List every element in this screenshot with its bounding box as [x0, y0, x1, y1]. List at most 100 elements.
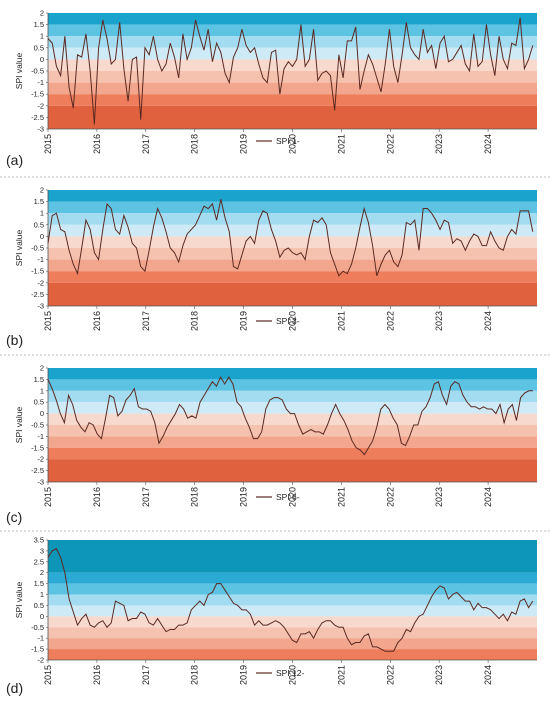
panel-c-x-tick: 2018: [190, 487, 200, 507]
panel-d-bands: [48, 540, 537, 660]
panel-c-label: (c): [6, 509, 22, 525]
panel-d-x-tick: 2023: [434, 665, 444, 685]
panel-b-band-5: [48, 248, 537, 260]
panel-a-band-0: [48, 13, 537, 25]
panel-b-label: (b): [6, 332, 23, 348]
panel-a-y-tick: -3: [37, 125, 44, 134]
panel-a-x-tick: 2021: [336, 134, 346, 154]
panel-b-y-tick: -3: [37, 302, 44, 311]
panel-d-y-axis-label: SPI value: [14, 582, 24, 619]
panel-a-x-ticks: 2015 2016 2017 2018 2019 2020 2021 2022 2023 2024: [43, 129, 493, 154]
panel-a-band-3: [48, 47, 537, 60]
panel-c-y-tick: -3: [37, 478, 44, 487]
panel-d-series-line: [47, 548, 534, 652]
panel-c-x-tick: 2019: [239, 487, 249, 507]
panel-b-y-tick: -1: [37, 255, 44, 264]
panel-d-band-2: [48, 583, 537, 595]
panel-c-x-ticks: 2015 2016 2017 2018 2019 2020 2021 2022 2023 2024: [43, 482, 493, 507]
panel-d-y-tick: 2.5: [34, 557, 44, 566]
panel-d-y-tick: 1.5: [34, 579, 44, 588]
panel-c-band-0: [48, 368, 537, 380]
panel-b-y-tick: 0.5: [34, 220, 44, 229]
panel-c-y-tick: 0.5: [34, 398, 44, 407]
panel-b-band-6: [48, 259, 537, 272]
panel-a-band-5: [48, 71, 537, 83]
panel-c-series-line: [47, 376, 533, 456]
panel-d-band-3: [48, 594, 537, 606]
panel-c-y-tick: -2: [37, 455, 44, 464]
panel-b-band-1: [48, 201, 537, 214]
panel-c-band-6: [48, 436, 537, 448]
panel-d-band-5: [48, 616, 537, 628]
panel-d-x-tick: 2018: [190, 665, 200, 685]
panel-b-band-3: [48, 224, 537, 237]
panel-b-series-line: [47, 199, 534, 277]
panel-b-y-tick: 1.5: [34, 197, 44, 206]
panel-d-x-tick: 2021: [336, 665, 346, 685]
panel-d-x-tick: 2022: [385, 665, 395, 685]
panel-a: -3 -2.5 -2 -1.5 -1 -0.5 0 0.5 1 1.5 2 2015 2016 2017…: [6, 9, 537, 168]
panel-d-x-tick: 2024: [483, 665, 493, 685]
panel-d-band-8: [48, 649, 537, 660]
panel-b-legend-label: SPI 3-: [276, 316, 300, 326]
panel-d-band-4: [48, 605, 537, 617]
panel-d-y-ticks: -2 -1.5 -1 -0.5 0 0.5 1 1.5 2 2.5 33.5: [31, 536, 48, 665]
panel-a-series-line: [47, 17, 534, 125]
panel-d-label: (d): [6, 680, 23, 696]
panel-b-x-ticks: 2015 2016 2017 2018 2019 2020 2021 2022 2023 2024: [43, 306, 493, 331]
panel-c-legend-label: SPI 6-: [276, 492, 300, 502]
panel-a-y-tick: -2.5: [31, 113, 44, 122]
panel-d-y-tick: -2: [37, 656, 44, 665]
panel-d-band-0: [48, 540, 537, 573]
panel-a-y-tick: 0: [40, 55, 44, 64]
panel-c-band-2: [48, 390, 537, 403]
panel-b-x-tick: 2019: [239, 311, 249, 331]
panel-d-x-tick: 2020: [288, 665, 298, 685]
panel-a-y-tick: -1: [37, 78, 44, 87]
panel-a-y-tick: -2: [37, 101, 44, 110]
panel-c-x-tick: 2023: [434, 487, 444, 507]
panel-d-y-tick: 3: [40, 546, 44, 555]
panel-c-y-tick: -1.5: [31, 443, 44, 452]
panel-b-y-tick: -2.5: [31, 290, 44, 299]
panel-c-y-tick: 1.5: [34, 375, 44, 384]
panel-c-band-3: [48, 402, 537, 414]
panel-a-y-tick: 0.5: [34, 43, 44, 52]
panel-c-y-tick: 0: [40, 409, 44, 418]
panel-a-y-ticks: -3 -2.5 -2 -1.5 -1 -0.5 0 0.5 1 1.5 2: [31, 9, 48, 134]
panel-d-x-tick: 2017: [141, 665, 151, 685]
panel-a-x-tick: 2018: [190, 134, 200, 154]
panel-c: -3 -2.5 -2 -1.5 -1 -0.5 0 0.5 1 1.5 2 2015 2016 2017…: [6, 364, 537, 525]
panel-d-y-tick: 2: [40, 568, 44, 577]
panel-d-x-ticks: 2015 2016 2017 2018 2019 2020 2021 2022 2023 2024: [43, 660, 493, 685]
panel-c-x-tick: 2017: [141, 487, 151, 507]
panel-a-y-tick: -1.5: [31, 90, 44, 99]
panel-d-y-tick: 0: [40, 612, 44, 621]
panel-c-y-tick: 1: [40, 386, 44, 395]
panel-c-x-tick: 2016: [92, 487, 102, 507]
panel-b-y-ticks: -3 -2.5 -2 -1.5 -1 -0.5 0 0.5 1 1.5 2: [31, 186, 48, 311]
panel-a-band-1: [48, 24, 537, 37]
panel-b-x-tick: 2017: [141, 311, 151, 331]
panel-b-band-7: [48, 271, 537, 283]
panel-b-x-tick: 2024: [483, 311, 493, 331]
panel-c-y-tick: -0.5: [31, 421, 44, 430]
panel-b-band-4: [48, 236, 537, 248]
panel-a-x-tick: 2020: [288, 134, 298, 154]
panel-b-band-2: [48, 213, 537, 225]
panel-d-y-tick: 0.5: [34, 601, 44, 610]
panel-c-y-ticks: -3 -2.5 -2 -1.5 -1 -0.5 0 0.5 1 1.5 2: [31, 364, 48, 487]
panel-c-y-axis-label: SPI value: [14, 407, 24, 444]
panel-a-legend-label: SPI 1-: [276, 136, 300, 146]
panel-b-y-tick: 1: [40, 209, 44, 218]
panel-a-x-tick: 2016: [92, 134, 102, 154]
panel-b-y-tick: -1.5: [31, 267, 44, 276]
panel-d-band-7: [48, 638, 537, 650]
panel-b-y-tick: -0.5: [31, 244, 44, 253]
panel-b-x-tick: 2015: [43, 311, 53, 331]
panel-d-legend-label: SPI 12-: [276, 668, 305, 678]
panel-c-x-tick: 2020: [288, 487, 298, 507]
panel-a-x-tick: 2024: [483, 134, 493, 154]
panel-a-band-2: [48, 36, 537, 48]
